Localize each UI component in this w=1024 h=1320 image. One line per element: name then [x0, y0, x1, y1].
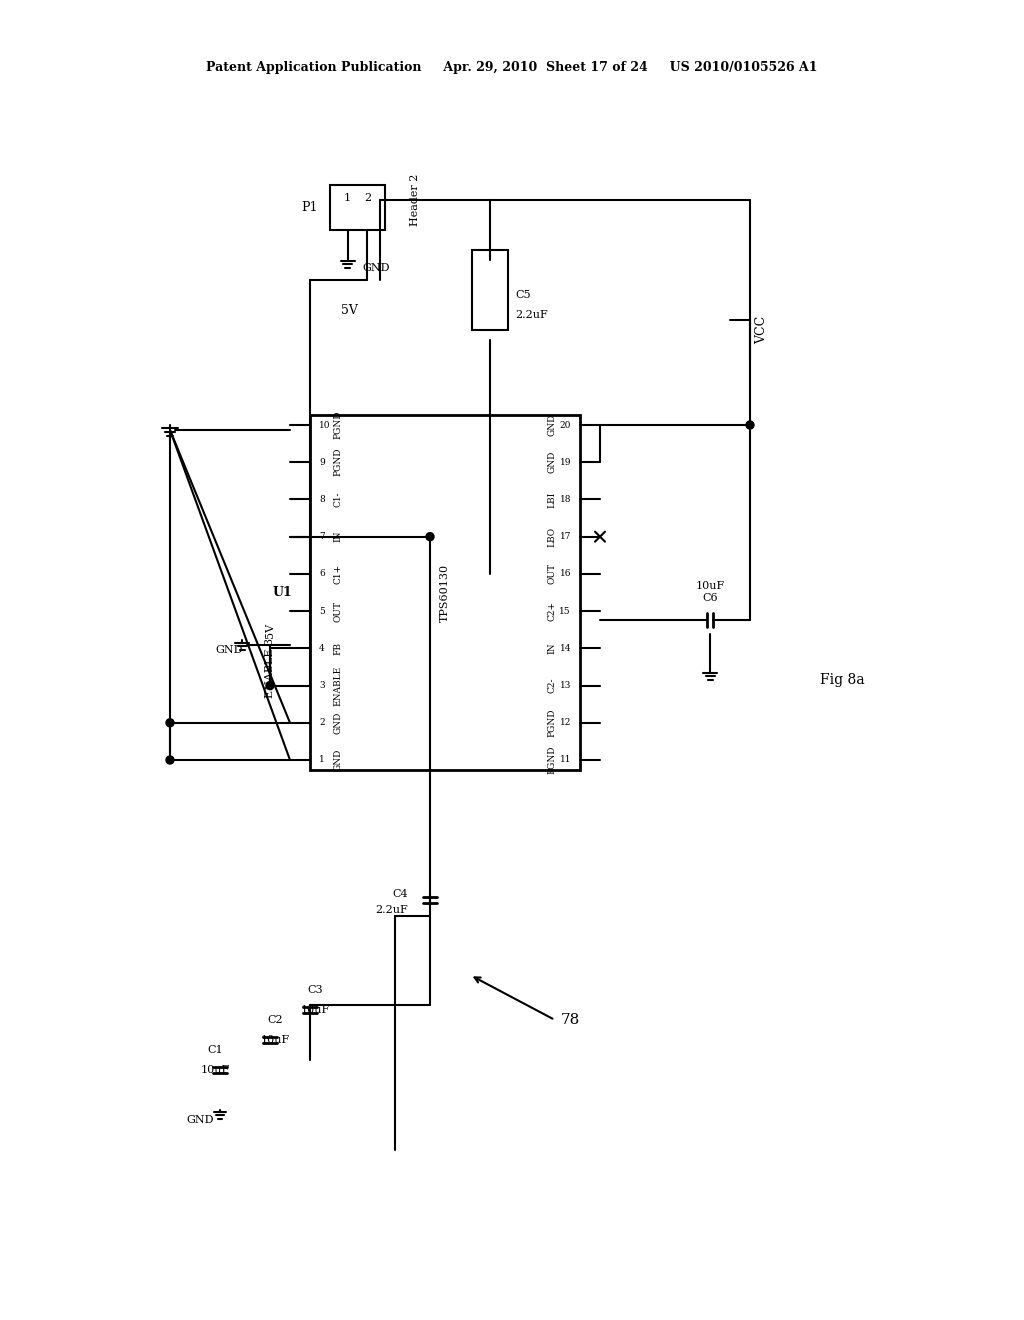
Text: C6: C6: [702, 593, 718, 603]
Text: C2: C2: [267, 1015, 283, 1026]
Text: GND: GND: [362, 263, 390, 273]
Text: VCC: VCC: [755, 315, 768, 345]
Text: IN: IN: [548, 643, 556, 655]
Text: TPS60130: TPS60130: [440, 564, 450, 622]
Text: 7: 7: [319, 532, 325, 541]
Text: 10uF: 10uF: [695, 581, 725, 591]
Text: GND: GND: [334, 748, 342, 771]
Text: 6: 6: [319, 569, 325, 578]
Text: 9: 9: [319, 458, 325, 467]
Text: 5V: 5V: [265, 623, 275, 638]
Text: PGND: PGND: [548, 746, 556, 775]
Text: C5: C5: [515, 290, 530, 300]
Text: GND: GND: [548, 413, 556, 436]
Text: 10uF: 10uF: [260, 1035, 290, 1045]
Text: Patent Application Publication     Apr. 29, 2010  Sheet 17 of 24     US 2010/010: Patent Application Publication Apr. 29, …: [206, 62, 818, 74]
Text: 1: 1: [344, 193, 351, 202]
Bar: [310, 414, 580, 770]
Text: LBO: LBO: [548, 527, 556, 546]
Text: C4: C4: [392, 888, 408, 899]
Text: 78: 78: [560, 1012, 580, 1027]
Text: 5: 5: [319, 607, 325, 615]
Text: GND: GND: [215, 645, 243, 655]
Text: U1: U1: [272, 586, 292, 599]
Text: 5V: 5V: [341, 304, 357, 317]
Text: GND: GND: [186, 1115, 214, 1125]
Text: IN: IN: [334, 531, 342, 543]
Text: PGND: PGND: [334, 447, 342, 477]
Text: 17: 17: [559, 532, 571, 541]
Circle shape: [166, 719, 174, 727]
Text: C2+: C2+: [548, 601, 556, 622]
Text: 1: 1: [319, 755, 325, 764]
Bar: [472, 249, 508, 330]
Text: 20: 20: [560, 421, 571, 429]
Text: 2.2uF: 2.2uF: [375, 906, 408, 915]
Text: Header 2: Header 2: [410, 173, 420, 226]
Text: 19: 19: [559, 458, 571, 467]
Text: GND: GND: [334, 711, 342, 734]
Text: 10uF: 10uF: [300, 1005, 330, 1015]
Text: 13: 13: [560, 681, 571, 690]
Text: OUT: OUT: [334, 601, 342, 622]
Text: FB: FB: [334, 642, 342, 655]
Text: ENABLE: ENABLE: [334, 665, 342, 706]
Text: 3: 3: [319, 681, 325, 690]
Text: C2-: C2-: [548, 677, 556, 693]
Bar: [330, 185, 385, 230]
Text: 4: 4: [319, 644, 325, 653]
Circle shape: [426, 533, 434, 541]
Text: 10: 10: [319, 421, 331, 429]
Text: 16: 16: [559, 569, 571, 578]
Text: C3: C3: [307, 985, 323, 995]
Text: PGND: PGND: [334, 411, 342, 440]
Text: 10uF: 10uF: [201, 1065, 229, 1074]
Text: 2.2uF: 2.2uF: [515, 310, 548, 319]
Text: 11: 11: [559, 755, 571, 764]
Text: PGND: PGND: [548, 709, 556, 737]
Text: 12: 12: [560, 718, 571, 727]
Text: P1: P1: [301, 201, 318, 214]
Circle shape: [266, 681, 274, 689]
Circle shape: [746, 421, 754, 429]
Text: OUT: OUT: [548, 564, 556, 585]
Text: 15: 15: [559, 607, 571, 615]
Circle shape: [166, 756, 174, 764]
Text: 8: 8: [319, 495, 325, 504]
Text: GND: GND: [548, 451, 556, 474]
Text: C1+: C1+: [334, 564, 342, 583]
Text: 2: 2: [364, 193, 371, 202]
Text: 14: 14: [559, 644, 571, 653]
Text: 18: 18: [559, 495, 571, 504]
Text: Fig 8a: Fig 8a: [820, 673, 864, 686]
Text: ENABLE 3: ENABLE 3: [265, 638, 275, 697]
Text: 2: 2: [319, 718, 325, 727]
Text: C1-: C1-: [334, 491, 342, 507]
Text: LBI: LBI: [548, 491, 556, 508]
Text: C1: C1: [207, 1045, 223, 1055]
